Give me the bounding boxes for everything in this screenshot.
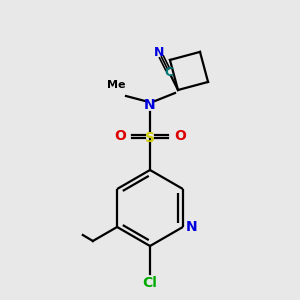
Text: O: O xyxy=(114,130,126,143)
Text: N: N xyxy=(144,98,156,112)
Text: N: N xyxy=(154,46,164,59)
Text: N: N xyxy=(186,220,198,234)
Text: Cl: Cl xyxy=(142,276,158,290)
Text: S: S xyxy=(145,131,155,145)
Text: C: C xyxy=(164,66,174,79)
Text: Me: Me xyxy=(107,80,125,90)
Text: O: O xyxy=(174,130,186,143)
